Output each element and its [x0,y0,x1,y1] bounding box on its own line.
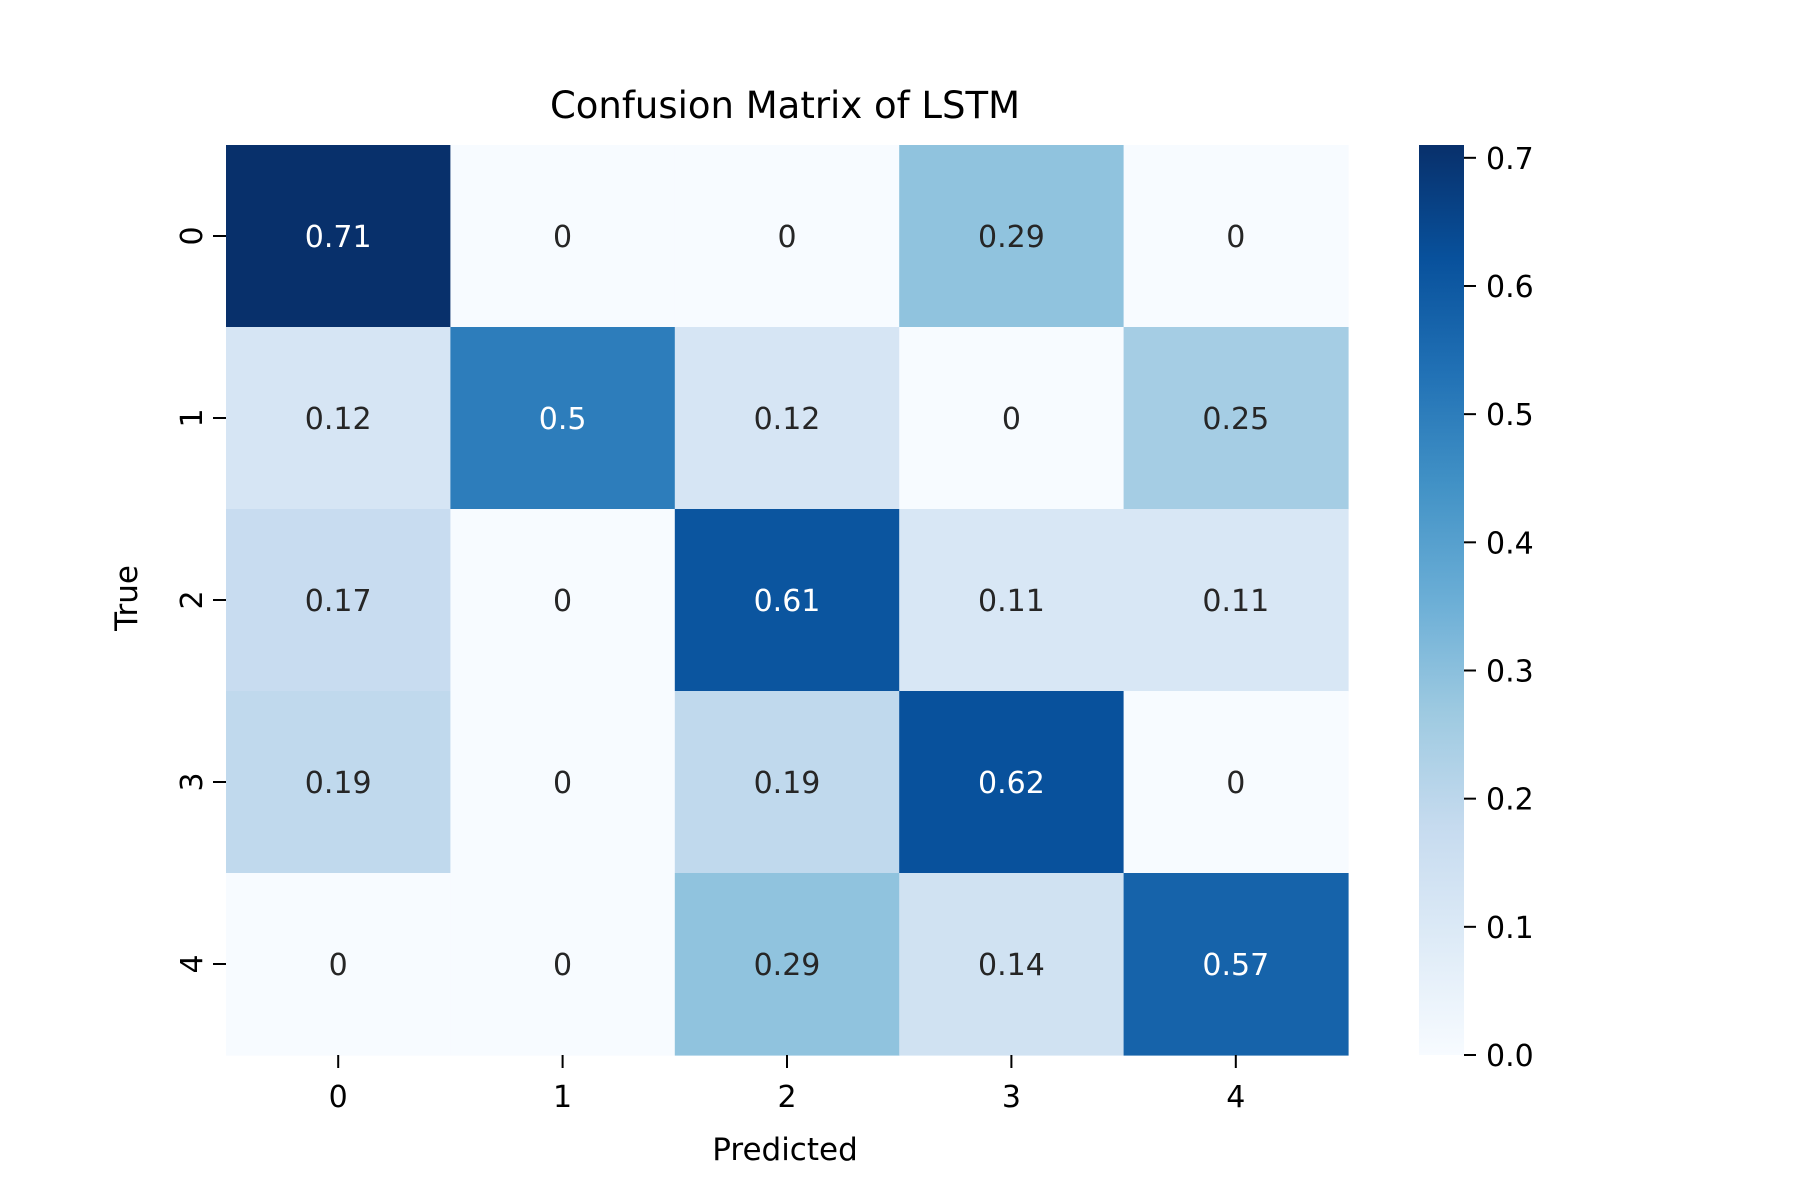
x-axis: 0 1 2 3 4 [329,1055,1245,1115]
heatmap-cell-r0-c0 [226,145,451,328]
heatmap-cell-r1-c4 [1123,327,1349,510]
colorbar-gradient-bar [1419,145,1464,1055]
y-tick-label-3: 3 [175,772,210,791]
heatmap-cell-r2-c1 [450,509,676,692]
heatmap-cell-r1-c0 [226,327,451,510]
heatmap-cell-r0-c1 [450,145,676,328]
colorbar-tick-label-6: 0.6 [1486,270,1534,305]
x-tick-label-0: 0 [329,1080,348,1115]
cell-value-label-r0-c0: 0.71 [305,220,372,255]
cell-value-label-r3-c1: 0 [553,766,572,801]
heatmap-cell-r3-c2 [674,691,900,874]
heatmap-cell-r1-c2 [674,327,900,510]
heatmap-cell-r3-c3 [899,691,1125,874]
heatmap-cell-r4-c0 [226,873,451,1056]
x-tick-label-3: 3 [1002,1080,1021,1115]
x-axis-label: Predicted [712,1132,858,1168]
cell-value-label-r4-c1: 0 [553,948,572,983]
heatmap-cell-r4-c3 [899,873,1125,1056]
cell-value-label-r1-c4: 0.25 [1202,402,1269,437]
heatmap-cell-r3-c1 [450,691,676,874]
heatmap-cell-r2-c4 [1123,509,1349,692]
cell-value-label-r3-c3: 0.62 [978,766,1045,801]
heatmap-cell-r2-c0 [226,509,451,692]
heatmap-cell-r2-c2 [674,509,900,692]
heatmap-cell-r1-c1 [450,327,676,510]
y-tick-label-4: 4 [175,954,210,973]
cell-value-label-r4-c4: 0.57 [1202,948,1269,983]
colorbar-tick-label-2: 0.2 [1486,783,1534,818]
heatmap-grid: 0.71 0 0 0.29 0 0.12 0.5 0.12 0 0.25 0.17 0 0.61 0.11… [226,145,1349,1056]
cell-value-label-r0-c2: 0 [777,220,796,255]
cell-value-label-r2-c0: 0.17 [305,584,372,619]
chart-title: Confusion Matrix of LSTM [550,84,1020,127]
colorbar-tick-label-1: 0.1 [1486,911,1534,946]
y-tick-label-0: 0 [175,226,210,245]
cell-value-label-r2-c1: 0 [553,584,572,619]
cell-value-label-r0-c1: 0 [553,220,572,255]
heatmap-cell-r4-c2 [674,873,900,1056]
cell-value-label-r3-c0: 0.19 [305,766,372,801]
colorbar-tick-label-7: 0.7 [1486,142,1534,177]
cell-value-label-r4-c3: 0.14 [978,948,1045,983]
heatmap-cell-r3-c4 [1123,691,1349,874]
heatmap-cell-r1-c3 [899,327,1125,510]
cell-value-label-r1-c2: 0.12 [754,402,821,437]
y-axis: 0 1 2 3 4 [175,226,226,974]
cell-value-label-r2-c4: 0.11 [1202,584,1269,619]
cell-value-label-r2-c2: 0.61 [754,584,821,619]
y-axis-label: True [109,565,145,632]
cell-value-label-r4-c0: 0 [329,948,348,983]
heatmap-cell-r0-c3 [899,145,1125,328]
heatmap-cell-r0-c4 [1123,145,1349,328]
cell-value-label-r0-c4: 0 [1226,220,1245,255]
cell-value-label-r3-c4: 0 [1226,766,1245,801]
cell-value-label-r3-c2: 0.19 [754,766,821,801]
y-tick-label-1: 1 [175,408,210,427]
colorbar-tick-label-0: 0.0 [1486,1039,1534,1074]
cell-value-label-r2-c3: 0.11 [978,584,1045,619]
heatmap-cell-r0-c2 [674,145,900,328]
cell-value-label-r1-c1: 0.5 [539,402,587,437]
colorbar-tick-label-4: 0.4 [1486,526,1534,561]
heatmap-cell-r4-c1 [450,873,676,1056]
colorbar-tick-label-5: 0.5 [1486,398,1534,433]
x-tick-label-4: 4 [1226,1080,1245,1115]
colorbar: 0.0 0.1 0.2 0.3 0.4 0.5 0.6 0.7 [1419,142,1534,1074]
cell-value-label-r1-c3: 0 [1002,402,1021,437]
y-tick-label-2: 2 [175,590,210,609]
heatmap-cell-r3-c0 [226,691,451,874]
cell-value-label-r1-c0: 0.12 [305,402,372,437]
heatmap-cell-r4-c4 [1123,873,1349,1056]
x-tick-label-1: 1 [553,1080,572,1115]
cell-value-label-r0-c3: 0.29 [978,220,1045,255]
heatmap-cell-r2-c3 [899,509,1125,692]
x-tick-label-2: 2 [777,1080,796,1115]
colorbar-tick-label-3: 0.3 [1486,654,1534,689]
cell-value-label-r4-c2: 0.29 [754,948,821,983]
